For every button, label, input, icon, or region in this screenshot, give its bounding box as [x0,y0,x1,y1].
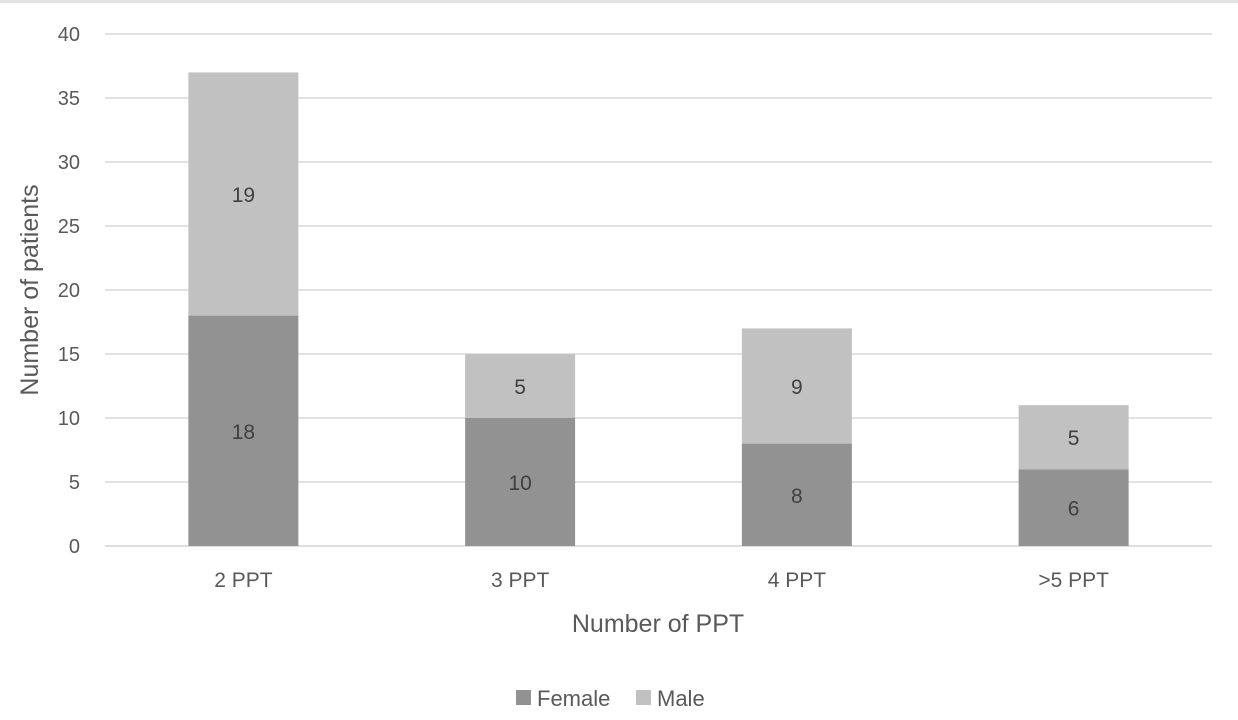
bar-female [188,315,299,546]
bars [188,72,1129,546]
bar-male [1018,405,1129,470]
y-tick-label: 0 [69,536,80,558]
y-tick-label: 5 [69,472,80,494]
bar-male [188,72,299,316]
data-label: 8 [791,485,803,508]
y-axis-ticks: 0 5 10 15 20 25 30 35 40 [58,24,80,558]
bar-male [741,328,852,444]
x-axis-ticks: 2 PPT 3 PPT 4 PPT >5 PPT [214,569,1109,592]
data-label: 5 [514,376,526,399]
bar-male [465,354,576,418]
data-labels: 18 19 10 5 8 9 6 5 [232,184,1080,521]
bar-female [465,418,576,546]
y-tick-label: 20 [58,280,80,302]
bar-female [1018,469,1129,546]
y-tick-label: 15 [58,344,80,366]
y-tick-label: 35 [58,88,80,110]
data-label: 19 [232,184,255,207]
legend-swatch [516,690,531,705]
x-tick-label: 3 PPT [491,569,550,592]
y-tick-label: 25 [58,216,80,238]
data-label: 18 [232,421,255,444]
legend-label: Female [537,686,610,711]
data-label: 9 [791,376,803,399]
legend-swatch [636,690,651,705]
y-tick-label: 40 [58,24,80,46]
x-tick-label: 2 PPT [214,569,273,592]
top-border [0,0,1238,3]
legend: Female Male [516,686,705,711]
x-tick-label: >5 PPT [1038,569,1109,592]
data-label: 6 [1068,498,1080,521]
data-label: 10 [508,472,531,495]
legend-label: Male [657,686,705,711]
y-tick-label: 30 [58,152,80,174]
y-tick-label: 10 [58,408,80,430]
y-axis-title: Number of patients [16,184,44,395]
bar-female [741,443,852,546]
x-tick-label: 4 PPT [768,569,827,592]
x-axis-title: Number of PPT [572,610,744,638]
data-label: 5 [1068,427,1080,450]
